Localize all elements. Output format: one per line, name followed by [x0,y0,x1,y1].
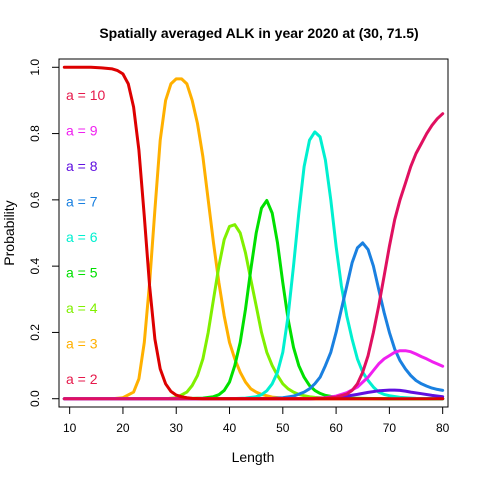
legend-entry: a = 6 [66,229,98,245]
x-tick-label: 30 [170,421,184,435]
series-line-red [62,65,445,401]
series-line-a-10 [62,112,445,401]
y-axis: 0.0 0.2 0.4 0.6 0.8 1.0 [28,59,59,407]
x-axis: 10 20 30 40 50 60 70 80 [63,407,450,435]
legend: a = 10 a = 9 a = 8 a = 7 a = 6 a = 5 a = 4 a = … [66,87,106,387]
series-layer [62,65,445,401]
legend-entry: a = 7 [66,194,98,210]
plot-frame [58,58,449,408]
legend-entry: a = 8 [66,158,98,174]
y-tick-label: 1.0 [28,59,42,76]
x-axis-label: Length [232,449,275,465]
x-tick-label: 50 [276,421,290,435]
legend-entry: a = 9 [66,123,98,139]
series-line-a-3 [62,77,445,401]
legend-entry: a = 10 [66,87,106,103]
legend-entry: a = 4 [66,300,98,316]
legend-entry: a = 2 [66,371,98,387]
legend-entry: a = 3 [66,336,98,352]
y-tick-label: 0.6 [28,191,42,208]
y-tick-label: 0.4 [28,257,42,274]
legend-entry: a = 5 [66,265,98,281]
series-line-a-7 [62,241,445,401]
x-tick-label: 40 [223,421,237,435]
x-tick-label: 60 [329,421,343,435]
y-axis-label: Probability [1,200,17,265]
x-tick-label: 70 [383,421,397,435]
x-tick-label: 20 [116,421,130,435]
y-tick-label: 0.8 [28,125,42,142]
y-tick-label: 0.0 [28,390,42,407]
y-tick-label: 0.2 [28,324,42,341]
x-tick-label: 10 [63,421,77,435]
x-tick-label: 80 [436,421,450,435]
chart-title: Spatially averaged ALK in year 2020 at (… [99,25,418,41]
